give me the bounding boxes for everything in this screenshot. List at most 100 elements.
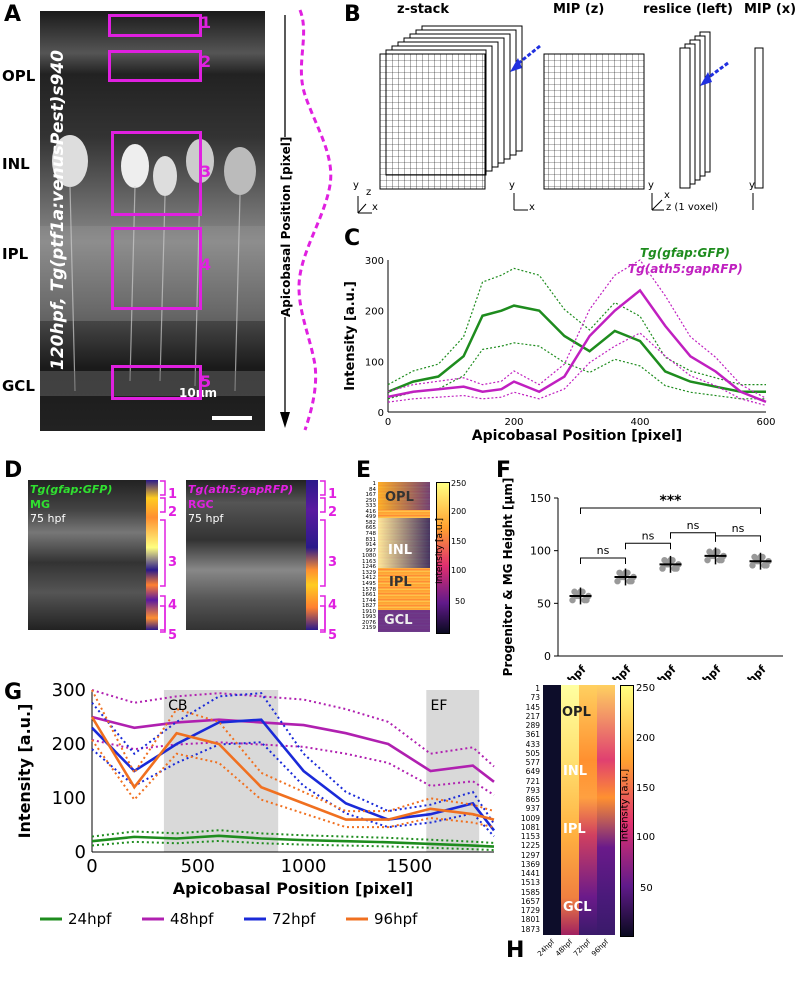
e-tick-label: 997 — [365, 547, 377, 554]
h-tick-label: 1585 — [520, 887, 540, 897]
d-right-time: 75 hpf — [188, 512, 224, 525]
h-col-label-96: 96hpf — [590, 938, 611, 958]
g-ytick-label: 0 — [75, 842, 86, 863]
e-tick-label: 914 — [365, 542, 377, 549]
e-tick-label: 2076 — [362, 619, 376, 626]
e-colorbar-t200: 200 — [451, 507, 467, 516]
d-bracket-r5: 5 — [328, 628, 338, 643]
h-tick-label: 1729 — [520, 906, 540, 916]
g-series-lower-0 — [91, 839, 495, 852]
layer-label-inl: INL — [2, 155, 30, 173]
c-series-upper-1 — [387, 259, 767, 399]
e-heatmap-overlay-inl — [378, 518, 430, 568]
panel-letter-e: E — [356, 458, 372, 483]
f-point — [749, 562, 756, 569]
g-xtick-label: 1500 — [386, 856, 432, 877]
c-xtick-label: 200 — [504, 417, 523, 428]
g-series-lower-2 — [91, 741, 495, 838]
e-tick-label: 1827 — [362, 603, 376, 610]
g-ytick-label: 300 — [52, 680, 86, 701]
h-tick-label: 433 — [525, 739, 540, 749]
roi-label-4: 4 — [200, 255, 212, 274]
layer-label-opl: OPL — [2, 67, 36, 85]
f-point — [614, 578, 621, 585]
h-colorbar-t200: 200 — [636, 733, 656, 744]
e-layer-inl: INL — [388, 543, 413, 558]
e-tick-label: 748 — [365, 531, 377, 537]
d-bracket-r2: 2 — [328, 505, 338, 520]
d-right-image — [186, 480, 306, 630]
f-overall-label: *** — [660, 493, 683, 509]
roi-box-5 — [111, 365, 202, 400]
f-sig-label: ns — [732, 522, 745, 535]
c-legend-ath5: Tg(ath5:gapRFP) — [628, 262, 743, 276]
f-overall-bracket — [580, 507, 761, 514]
e-tick-label: 1744 — [362, 597, 376, 604]
d-right-sub: RGC — [188, 498, 214, 511]
f-sig-label: ns — [597, 544, 610, 557]
e-tick-label: 1578 — [362, 586, 376, 593]
panel-letter-d: D — [4, 458, 23, 483]
h-tick-label: 289 — [525, 721, 540, 731]
h-col-label-48: 48hpf — [554, 938, 575, 958]
e-tick-label: 1246 — [362, 564, 376, 571]
chart-c: 0 100 200 300 0 200 400 600 Apicobasal Position … — [343, 256, 776, 444]
e-heatmap-overlay-gcl — [378, 610, 430, 632]
f-point — [704, 556, 711, 564]
e-colorbar-t100: 100 — [451, 566, 467, 575]
e-tick-label: 250 — [365, 497, 377, 504]
d-right-colorstrip — [306, 480, 318, 630]
e-colorbar-t150: 150 — [451, 537, 467, 546]
b-axis-y-4: y — [749, 180, 755, 191]
panel-letter-a: A — [4, 2, 22, 27]
h-tick-label: 1801 — [520, 915, 540, 925]
g-band-cb — [163, 690, 279, 852]
panel-a-vertical-label: 120hpf, Tg(ptf1a:venusPest)s940 — [48, 49, 68, 370]
b-axis-y-2: y — [509, 180, 515, 191]
panel-letter-f: F — [496, 458, 512, 483]
h-colorbar-t50: 50 — [640, 883, 653, 894]
h-tick-label: 793 — [525, 785, 540, 795]
f-sig-bracket — [625, 542, 671, 550]
b-axis-x-3: x — [664, 190, 670, 201]
h-layer-opl: OPL — [562, 705, 591, 720]
f-point — [628, 578, 635, 585]
c-series-line-1 — [387, 288, 767, 404]
h-tick-label: 1513 — [520, 878, 540, 888]
h-tick-label: 361 — [525, 730, 540, 740]
h-heatmap-col-24 — [543, 685, 561, 935]
f-xtick-label: 72hpf — [689, 663, 724, 680]
e-tick-label: 1 — [372, 481, 377, 487]
c-ylabel: Intensity [a.u.] — [343, 281, 358, 391]
h-colorbar-t150: 150 — [636, 783, 656, 794]
c-xlabel: Apicobasal Position [pixel] — [472, 428, 682, 444]
h-heatmap-col-72 — [579, 685, 597, 935]
d-left-image — [28, 480, 146, 630]
d-bracket-r4: 4 — [328, 598, 338, 613]
roi-label-5: 5 — [200, 372, 212, 391]
e-tick-label: 1080 — [362, 553, 376, 560]
g-ylabel: Intensity [a.u.] — [15, 704, 34, 839]
g-legend-label: 96hpf — [374, 910, 418, 928]
g-series-line-3 — [90, 716, 495, 821]
c-series-lower-0 — [387, 342, 766, 400]
panel-letter-c: C — [344, 226, 361, 251]
b-axis-x-2: x — [529, 202, 535, 213]
h-layer-gcl: GCL — [563, 900, 592, 915]
f-point — [569, 596, 576, 604]
g-legend-label: 72hpf — [272, 910, 316, 928]
f-point — [571, 588, 578, 595]
g-ytick-label: 200 — [52, 734, 86, 755]
c-legend-gfap: Tg(gfap:GFP) — [640, 246, 730, 260]
chart-f: 0 50 100 150 24hpf 48hpf 60hpf 72hpf 96hpf Progen… — [501, 478, 783, 680]
f-point — [659, 565, 666, 572]
layer-label-ipl: IPL — [2, 245, 29, 263]
h-tick-labels: 1 73 145 217 289 361 433 505 577 649 721 793 865 937 1… — [512, 685, 542, 935]
e-tick-label: 167 — [365, 492, 377, 499]
f-sig-label: ns — [642, 529, 655, 542]
e-tick-label: 1329 — [362, 569, 376, 576]
h-colorbar — [620, 685, 634, 937]
f-ylabel: Progenitor & MG Height [µm] — [501, 478, 515, 677]
roi-label-2: 2 — [200, 52, 212, 71]
h-col-label-24: 24hpf — [536, 938, 557, 958]
